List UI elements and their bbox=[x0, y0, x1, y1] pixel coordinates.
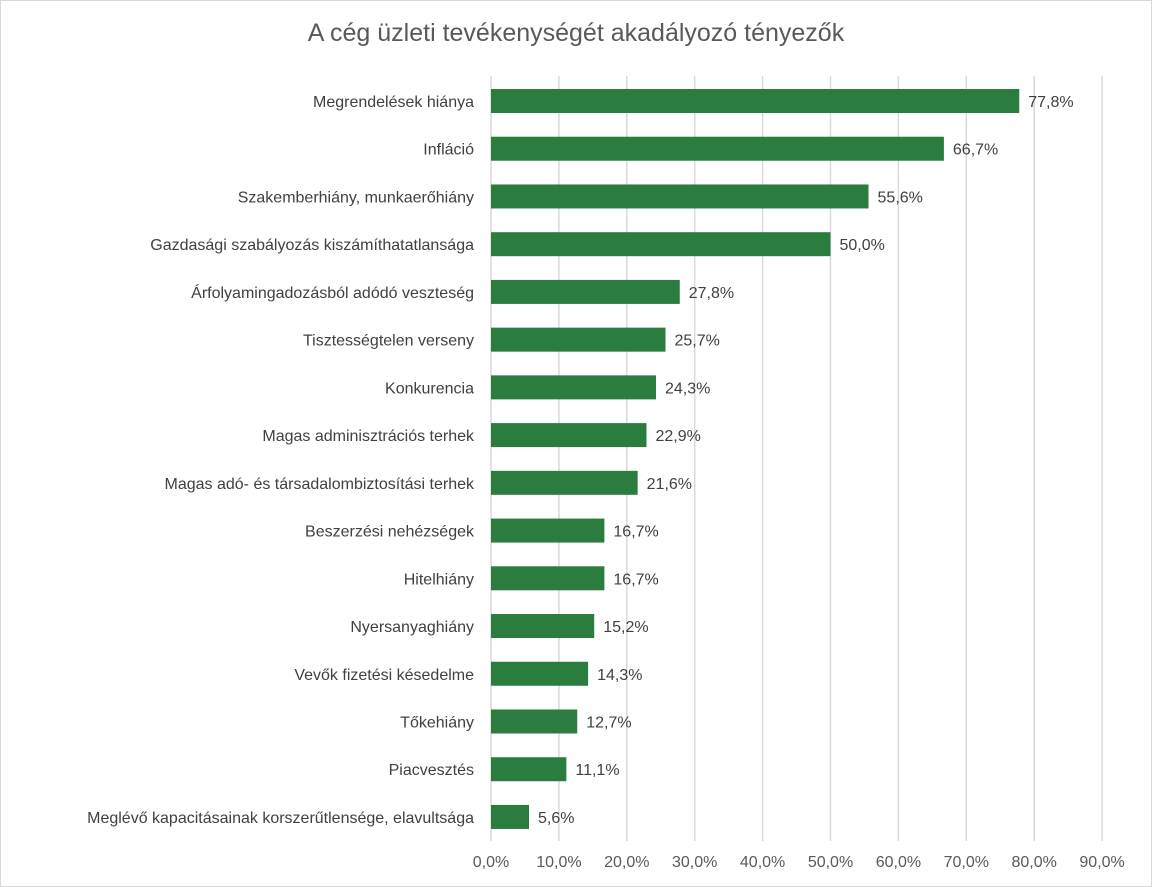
data-label: 11,1% bbox=[575, 762, 619, 779]
bar bbox=[491, 709, 578, 734]
data-label: 12,7% bbox=[586, 714, 631, 731]
bar bbox=[491, 184, 869, 209]
data-label: 27,8% bbox=[689, 285, 734, 302]
x-tick-label: 80,0% bbox=[1012, 854, 1057, 871]
category-label: Hitelhiány bbox=[404, 571, 474, 588]
bar bbox=[491, 470, 638, 495]
bar bbox=[491, 232, 831, 257]
x-tick-label: 0,0% bbox=[473, 854, 509, 871]
data-label: 77,8% bbox=[1028, 94, 1073, 111]
x-tick-label: 90,0% bbox=[1079, 854, 1124, 871]
category-label: Piacvesztés bbox=[389, 762, 474, 779]
bar bbox=[491, 614, 595, 639]
bar bbox=[491, 566, 605, 591]
x-tick-label: 10,0% bbox=[536, 854, 581, 871]
data-label: 16,7% bbox=[613, 571, 658, 588]
category-label: Konkurencia bbox=[385, 380, 474, 397]
bar bbox=[491, 661, 589, 686]
bar bbox=[491, 423, 647, 448]
category-label: Tőkehiány bbox=[400, 714, 474, 731]
category-label: Infláció bbox=[423, 142, 474, 159]
data-label: 15,2% bbox=[603, 619, 648, 636]
category-label: Gazdasági szabályozás kiszámíthatatlansá… bbox=[150, 237, 474, 254]
x-tick-label: 30,0% bbox=[672, 854, 717, 871]
category-label: Nyersanyaghiány bbox=[350, 619, 474, 636]
category-label: Magas adminisztrációs terhek bbox=[262, 428, 475, 445]
category-label: Meglévő kapacitásainak korszerűtlensége,… bbox=[87, 810, 474, 827]
data-label: 55,6% bbox=[878, 189, 923, 206]
x-tick-label: 60,0% bbox=[876, 854, 921, 871]
data-label: 24,3% bbox=[665, 380, 710, 397]
bar bbox=[491, 375, 656, 400]
bar bbox=[491, 757, 567, 782]
category-label: Megrendelések hiánya bbox=[313, 94, 474, 111]
bar bbox=[491, 327, 666, 352]
data-label: 14,3% bbox=[597, 667, 642, 684]
x-tick-label: 50,0% bbox=[808, 854, 853, 871]
data-label: 21,6% bbox=[647, 476, 692, 493]
bar bbox=[491, 136, 944, 161]
data-label: 16,7% bbox=[613, 524, 658, 541]
data-label: 66,7% bbox=[953, 142, 998, 159]
data-label: 5,6% bbox=[538, 810, 574, 827]
bar bbox=[491, 89, 1020, 113]
bar bbox=[491, 804, 530, 829]
x-tick-label: 70,0% bbox=[944, 854, 989, 871]
bar bbox=[491, 279, 680, 304]
data-label: 50,0% bbox=[840, 237, 885, 254]
x-tick-label: 40,0% bbox=[740, 854, 785, 871]
category-label: Vevők fizetési késedelme bbox=[294, 667, 474, 684]
bar bbox=[491, 518, 605, 543]
data-label: 22,9% bbox=[655, 428, 700, 445]
category-label: Árfolyamingadozásból adódó veszteség bbox=[191, 283, 474, 302]
chart-title: A cég üzleti tevékenységét akadályozó té… bbox=[307, 19, 845, 47]
x-tick-label: 20,0% bbox=[604, 854, 649, 871]
category-label: Tisztességtelen verseny bbox=[303, 333, 474, 350]
category-label: Szakemberhiány, munkaerőhiány bbox=[238, 189, 474, 206]
category-label: Magas adó- és társadalombiztosítási terh… bbox=[165, 476, 475, 493]
category-label: Beszerzési nehézségek bbox=[305, 524, 475, 541]
data-label: 25,7% bbox=[675, 333, 720, 350]
